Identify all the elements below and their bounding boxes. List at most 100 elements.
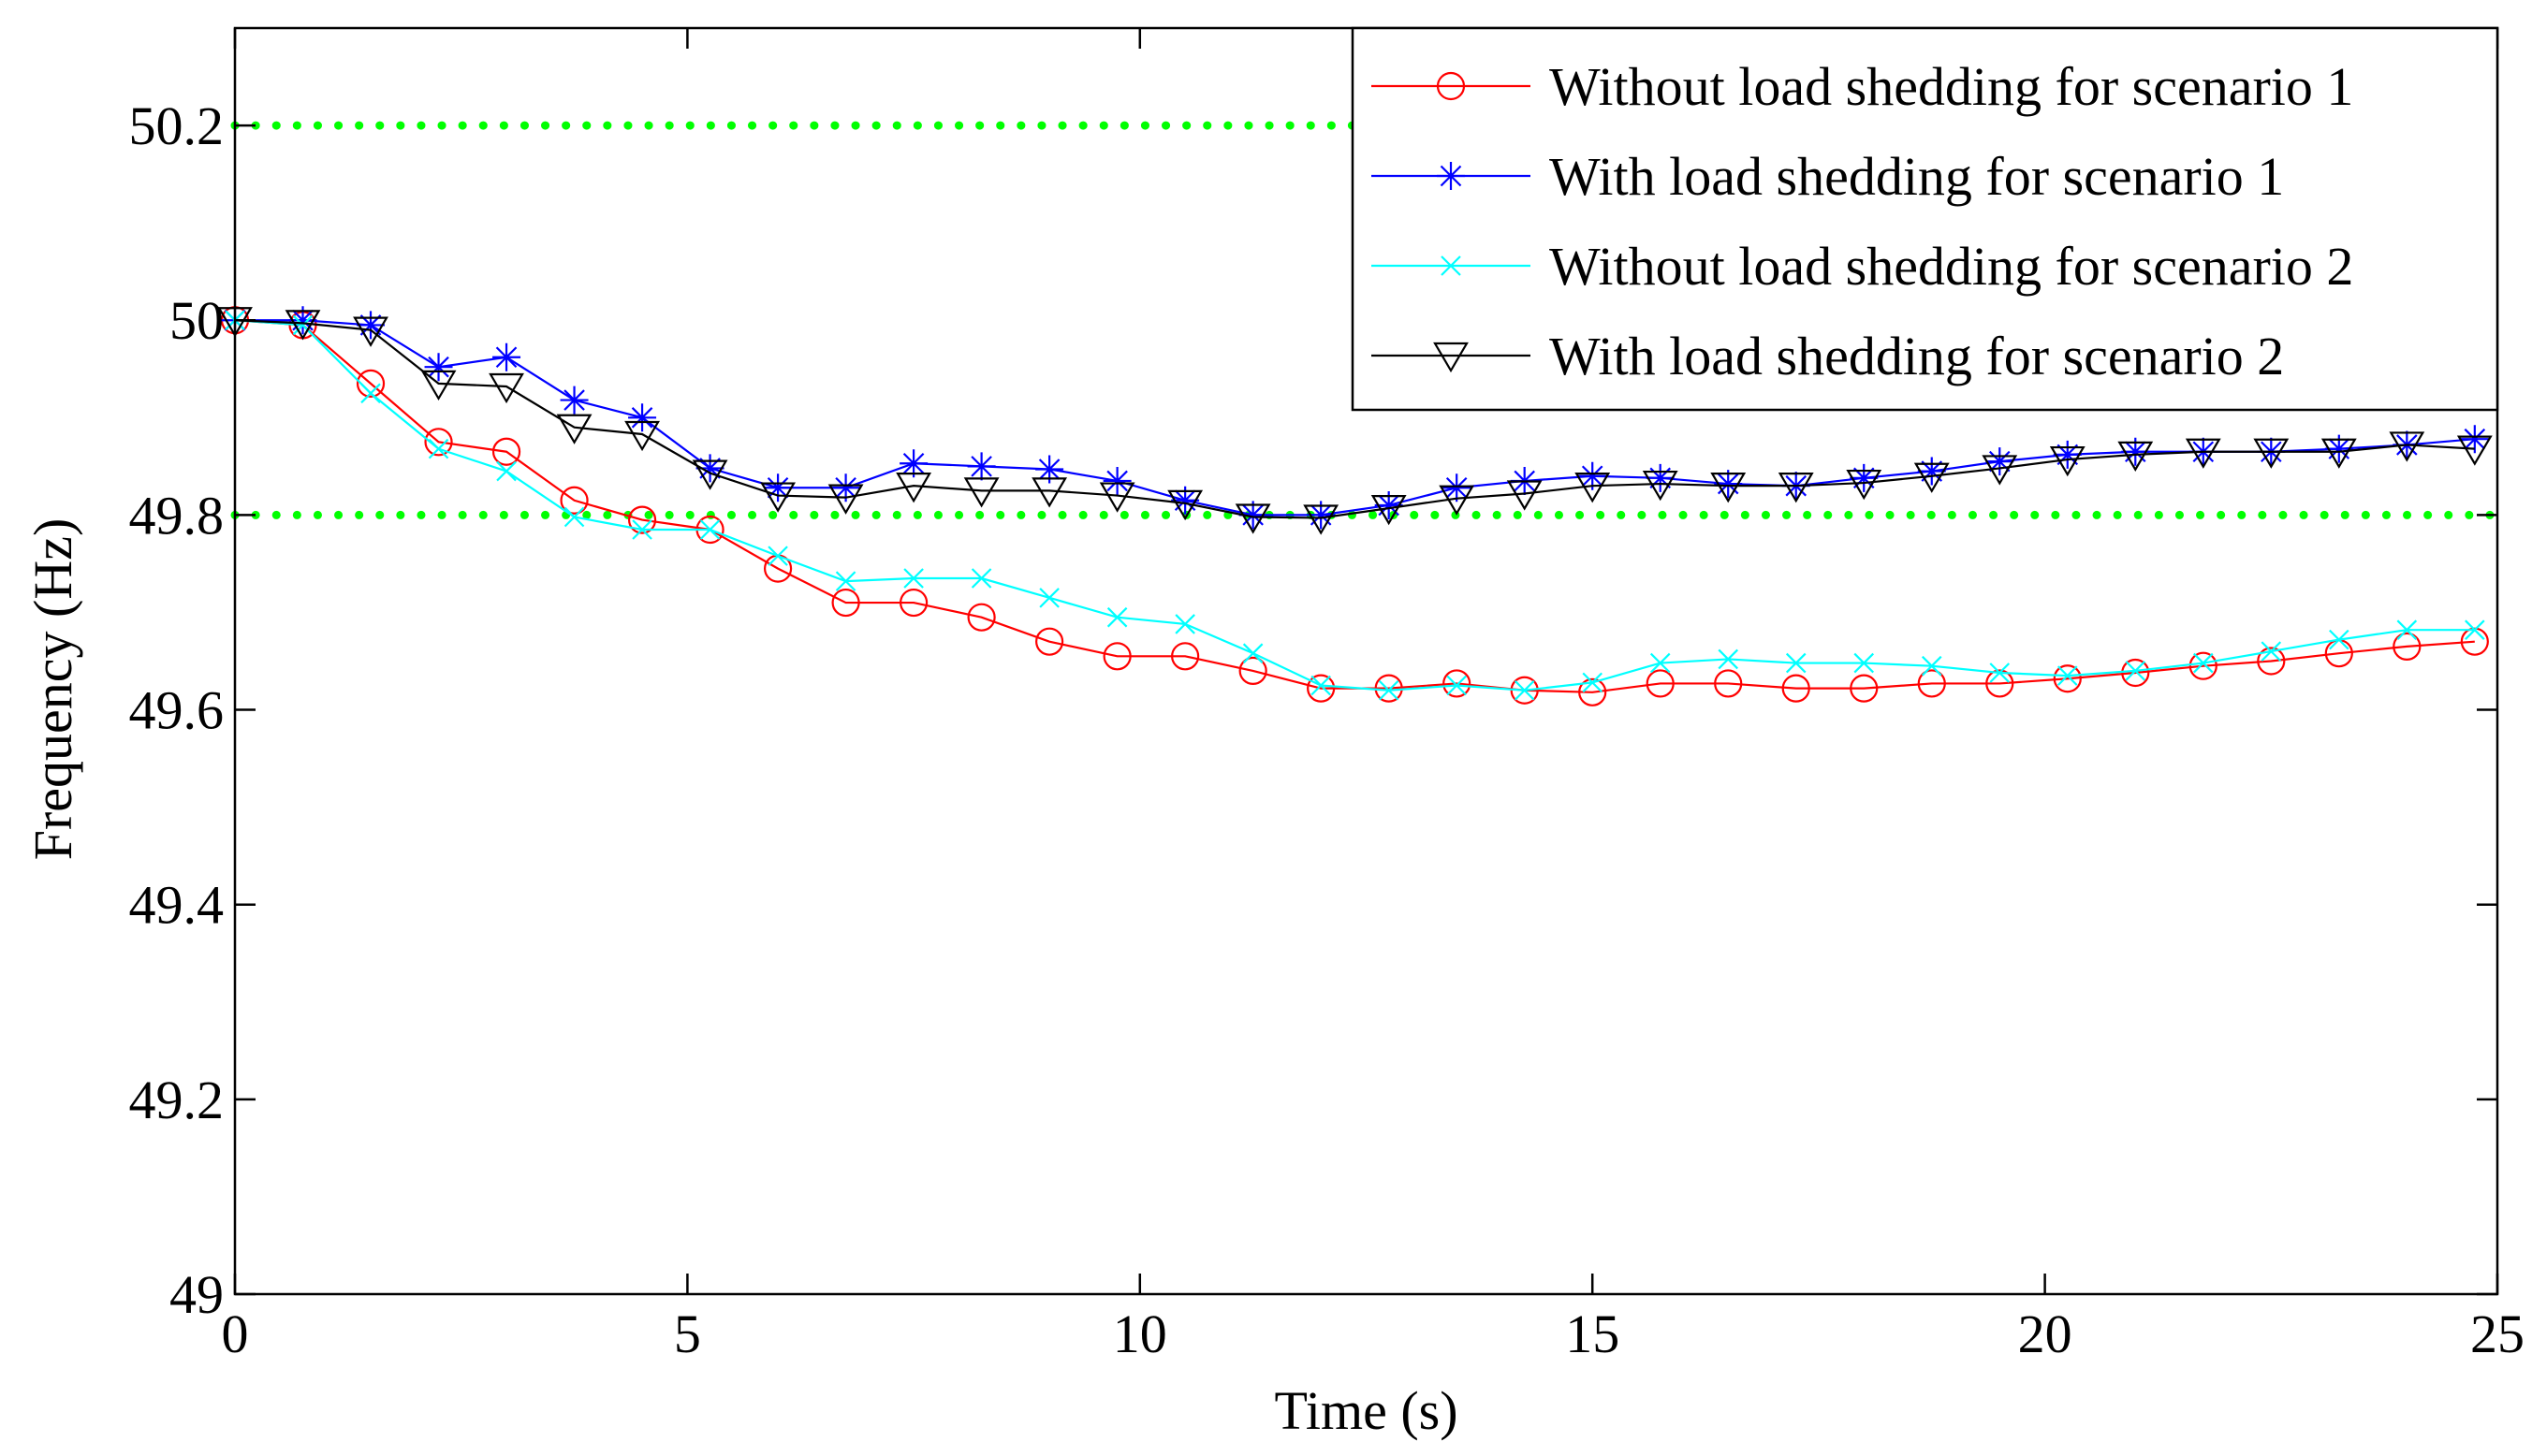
series-2-point: [2460, 425, 2489, 454]
series-2-point: [2324, 434, 2353, 463]
series-3-point: [1921, 655, 1942, 677]
y-tick-label: 50: [169, 290, 224, 351]
series-2-point: [1714, 470, 1743, 499]
series-3-point: [563, 506, 585, 528]
series-4-point: [1235, 503, 1271, 534]
series-3-point: [1446, 675, 1467, 696]
series-3-point: [768, 546, 788, 566]
series-1-point: [831, 588, 860, 618]
series-4-point: [2320, 438, 2357, 469]
series-3-point: [1989, 662, 2011, 683]
series-3-point: [2056, 665, 2078, 686]
series-3-point: [428, 438, 449, 459]
series-line-2: [235, 319, 2475, 517]
series-4-point: [692, 459, 728, 490]
series-1-point: [1035, 627, 1064, 656]
series-4-point: [1846, 469, 1882, 501]
series-2-point: [492, 342, 521, 371]
series-4-point: [2253, 438, 2290, 469]
series-4-point: [2117, 441, 2154, 473]
series-line-3: [234, 319, 2475, 692]
series-1-point: [899, 588, 929, 618]
series-line-4: [234, 319, 2475, 519]
series-4-point: [556, 414, 593, 444]
series-3-point: [2396, 619, 2418, 640]
legend-marker-4: [1433, 342, 1469, 373]
series-1-point: [2393, 632, 2422, 661]
series-1-point: [1985, 669, 2014, 698]
series-2-point: [1578, 461, 1607, 490]
series-4-point: [1303, 504, 1339, 535]
series-3-point: [1582, 672, 1603, 693]
series-4-point: [896, 473, 932, 503]
series-1-point: [1171, 642, 1200, 671]
series-1-point: [1850, 674, 1879, 703]
x-tick-label: 10: [1113, 1303, 1167, 1364]
series-4-point: [1032, 477, 1068, 508]
series-2-point: [424, 353, 453, 382]
series-4-point: [2389, 431, 2425, 462]
x-tick-label: 25: [2470, 1303, 2525, 1364]
series-2-point: [2053, 440, 2082, 469]
series-3-point: [632, 519, 652, 540]
series-4-point: [2185, 438, 2221, 469]
series-2-point: [967, 452, 996, 481]
series-3-point: [1242, 643, 1264, 663]
series-2-point: [1374, 490, 1403, 519]
y-tick-label: 49.6: [129, 680, 225, 741]
series-2-point: [1103, 466, 1132, 495]
legend-label-3: Without load shedding for scenario 2: [1549, 236, 2353, 297]
series-3-point: [1718, 648, 1738, 670]
legend-label-1: Without load shedding for scenario 1: [1549, 56, 2353, 117]
series-4-point: [1167, 489, 1204, 521]
series-3-point: [699, 519, 721, 540]
series-4-point: [963, 477, 1000, 508]
series-1-point: [491, 437, 521, 466]
series-4-point: [1913, 462, 1950, 493]
series-4-point: [353, 316, 388, 347]
series-1-point: [1646, 669, 1675, 698]
series-2-point: [1442, 473, 1471, 502]
series-1-point: [1714, 669, 1743, 698]
series-4-point: [1506, 480, 1543, 511]
legend-marker-1: [1436, 71, 1466, 101]
series-3-point: [360, 383, 381, 404]
series-1-point: [1578, 677, 1607, 706]
series-3-point: [2125, 661, 2146, 681]
series-2-point: [1307, 501, 1336, 530]
series-1-point: [627, 505, 657, 534]
series-3-point: [1378, 679, 1399, 701]
x-tick-label: 15: [1565, 1303, 1619, 1364]
series-2-point: [1238, 501, 1267, 530]
series-4-point: [624, 420, 660, 452]
series-3-point: [1106, 606, 1128, 628]
series-3-point: [1039, 588, 1060, 608]
legend-marker-2: [1437, 162, 1465, 190]
series-4-point: [1982, 455, 2018, 486]
series-1-point: [356, 369, 386, 398]
series-3-point: [1649, 652, 1671, 674]
series-4-point: [420, 370, 457, 401]
y-tick-label: 49: [169, 1264, 224, 1325]
series-3-point: [1310, 675, 1331, 696]
legend-label-2: With load shedding for scenario 1: [1549, 146, 2284, 207]
series-2-point: [288, 306, 317, 335]
series-3-point: [496, 460, 517, 482]
series-2-point: [628, 403, 657, 432]
series-1-point: [1442, 669, 1471, 698]
series-4-point: [2456, 435, 2493, 466]
series-4-point: [2049, 445, 2086, 477]
series-2-point: [1985, 447, 2014, 476]
series-2-point: [2121, 437, 2150, 466]
x-tick-label: 5: [674, 1303, 701, 1364]
x-tick-label: 20: [2018, 1303, 2072, 1364]
y-axis-label: Frequency (Hz): [22, 518, 83, 861]
y-tick-label: 50.2: [129, 95, 225, 156]
series-3-point: [2329, 629, 2349, 650]
y-tick-label: 49.8: [129, 485, 225, 546]
series-3-point: [835, 571, 856, 591]
series-1-point: [1917, 669, 1946, 698]
series-2-point: [831, 473, 860, 502]
series-3-point: [2193, 652, 2214, 674]
series-1-point: [1781, 674, 1810, 703]
